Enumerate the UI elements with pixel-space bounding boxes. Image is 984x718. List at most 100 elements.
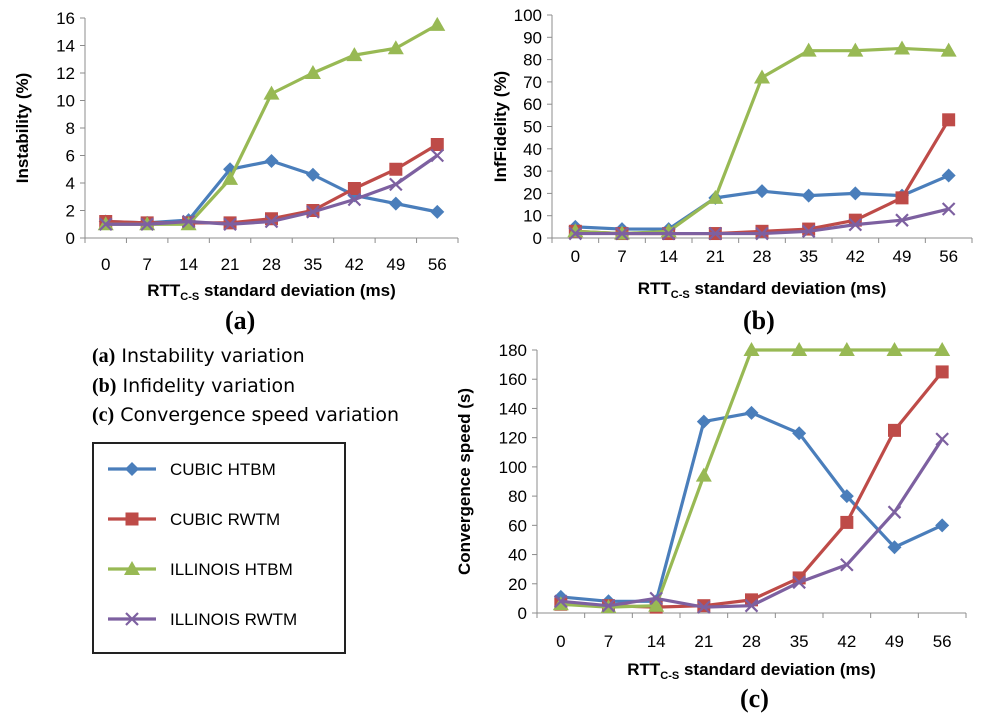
data-point-illinois-htbm (707, 189, 724, 204)
legend-marker-illinois-rwtm (125, 612, 139, 626)
data-point-illinois-htbm (648, 597, 665, 612)
caption-key-a: (a) (92, 345, 116, 367)
x-axis-label: RTTC-S standard deviation (ms) (627, 660, 875, 682)
data-point-cubic-htbm (305, 167, 320, 182)
data-point-cubic-rwtm (840, 515, 854, 529)
x-tick-label: 14 (647, 632, 666, 651)
y-tick-label: 14 (56, 37, 75, 56)
y-tick-label: 180 (499, 341, 527, 360)
data-point-cubic-rwtm (347, 182, 361, 195)
data-point-cubic-htbm (839, 489, 854, 504)
legend-label: ILLINOIS HTBM (170, 560, 293, 579)
x-axis-label: RTTC-S standard deviation (ms) (147, 281, 395, 303)
chart-instability: 0 2 4 6 8 10 12 14 16 0 7 14 21 28 35 42 49 56 Instability… (13, 9, 459, 303)
data-point-illinois-rwtm (649, 591, 663, 606)
x-tick-label: 49 (386, 255, 405, 274)
y-tick-label: 16 (56, 9, 75, 28)
x-tick-label: 14 (659, 247, 678, 266)
x-tick-label: 21 (706, 247, 725, 266)
data-point-illinois-rwtm (223, 217, 237, 232)
data-point-illinois-rwtm (98, 217, 113, 232)
data-point-illinois-rwtm (840, 558, 854, 572)
data-point-cubic-htbm (696, 414, 711, 429)
data-point-illinois-rwtm (887, 505, 902, 519)
y-tick-label: 80 (508, 487, 527, 506)
legend-marker-illinois-htbm (124, 561, 140, 575)
data-point-cubic-rwtm (888, 423, 901, 437)
figure-label-b: (b) (743, 306, 775, 335)
y-tick-label: 60 (508, 516, 527, 535)
x-tick-label: 42 (345, 255, 364, 274)
data-point-illinois-htbm (304, 65, 321, 79)
y-tick-label: 60 (523, 95, 542, 114)
data-point-illinois-rwtm (697, 600, 711, 614)
x-axis-label: RTTC-S standard deviation (ms) (638, 279, 886, 301)
data-point-illinois-rwtm (140, 217, 154, 232)
data-point-cubic-rwtm (942, 113, 956, 127)
data-point-illinois-rwtm (568, 226, 583, 241)
x-tick-label: 56 (939, 247, 958, 266)
caption-b: (b) Infidelity variation (92, 375, 295, 398)
data-point-illinois-htbm (429, 16, 446, 31)
caption-c: (c) Convergence speed variation (92, 404, 399, 427)
x-tick-label: 42 (846, 247, 865, 266)
x-tick-label: 49 (885, 632, 904, 651)
data-point-illinois-htbm (886, 342, 903, 356)
series-illinois-rwtm (554, 432, 949, 614)
data-point-cubic-rwtm (389, 162, 403, 176)
legend-label: CUBIC RWTM (170, 510, 280, 529)
data-point-illinois-rwtm (755, 226, 769, 241)
data-point-illinois-rwtm (347, 192, 362, 207)
x-tick-label: 35 (303, 255, 322, 274)
y-tick-label: 70 (523, 73, 542, 92)
data-point-cubic-rwtm (755, 224, 769, 238)
y-tick-label: 40 (508, 546, 527, 565)
y-tick-label: 2 (66, 202, 75, 221)
y-tick-label: 140 (499, 399, 527, 418)
y-tick-label: 12 (56, 64, 75, 83)
data-point-illinois-rwtm (554, 594, 568, 609)
series-line-illinois-htbm (105, 23, 439, 226)
legend-entry-illinois-rwtm: ILLINOIS RWTM (108, 610, 297, 629)
data-point-cubic-htbm (744, 405, 759, 420)
x-tick-label: 7 (142, 255, 151, 274)
data-point-illinois-htbm (754, 69, 770, 84)
y-tick-label: 80 (523, 51, 542, 70)
data-point-illinois-htbm (791, 342, 808, 356)
data-point-cubic-htbm (887, 540, 902, 555)
series-line-cubic-htbm (560, 411, 943, 603)
legend-entry-cubic-htbm: CUBIC HTBM (108, 460, 276, 479)
y-tick-label: 20 (523, 184, 542, 203)
data-point-illinois-rwtm (935, 432, 949, 446)
y-tick-label: 90 (523, 28, 542, 47)
data-point-illinois-rwtm (264, 214, 279, 229)
data-point-cubic-htbm (755, 184, 769, 199)
data-point-cubic-htbm (792, 426, 807, 441)
x-tick-label: 14 (179, 255, 198, 274)
x-tick-label: 42 (837, 632, 856, 651)
caption-text-c: Convergence speed variation (120, 404, 400, 426)
caption-a: (a) Instability variation (92, 345, 305, 368)
data-point-illinois-htbm (847, 42, 864, 57)
data-point-illinois-htbm (695, 467, 712, 482)
legend-marker-cubic-rwtm (125, 512, 139, 526)
data-point-illinois-rwtm (389, 177, 403, 192)
data-point-cubic-htbm (430, 204, 445, 219)
caption-key-b: (b) (92, 375, 117, 397)
legend-marker-cubic-htbm (125, 462, 139, 476)
figure-label-a: (a) (225, 306, 256, 335)
y-tick-label: 100 (499, 458, 527, 477)
data-point-illinois-htbm (838, 342, 855, 356)
data-point-illinois-rwtm (848, 217, 863, 232)
y-tick-label: 50 (523, 118, 542, 137)
data-point-illinois-htbm (940, 42, 957, 57)
data-point-illinois-htbm (743, 342, 760, 356)
x-tick-label: 56 (428, 255, 447, 274)
data-point-illinois-htbm (346, 47, 363, 62)
y-tick-label: 20 (508, 575, 527, 594)
data-point-illinois-rwtm (941, 202, 956, 216)
legend-entry-cubic-rwtm: CUBIC RWTM (108, 510, 280, 529)
data-point-illinois-rwtm (792, 575, 806, 590)
data-point-cubic-htbm (801, 188, 816, 203)
data-point-illinois-htbm (222, 170, 239, 185)
